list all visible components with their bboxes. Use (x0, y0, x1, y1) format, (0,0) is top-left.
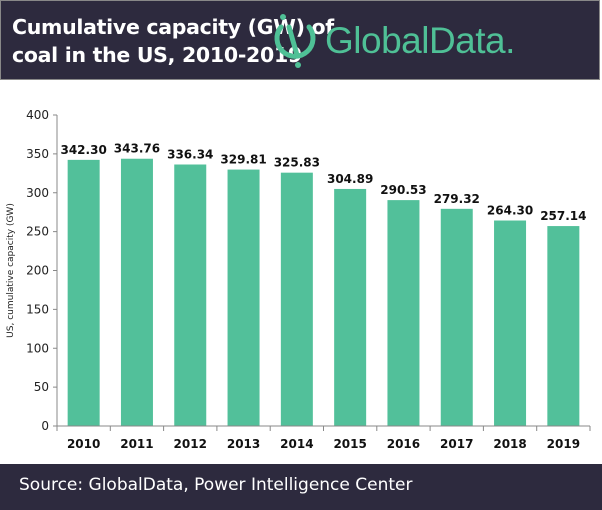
bar-2017 (440, 208, 473, 426)
x-tick-label: 2014 (280, 437, 313, 451)
data-label: 257.14 (540, 209, 586, 223)
y-tick-label: 100 (26, 341, 49, 355)
data-label: 336.34 (167, 147, 213, 161)
x-tick-label: 2015 (333, 437, 366, 451)
bar-2014 (280, 172, 313, 426)
x-tick-label: 2011 (120, 437, 153, 451)
data-label: 343.76 (114, 142, 160, 156)
y-axis-label: US, cumulative capacity (GW) (6, 203, 16, 338)
x-tick-label: 2016 (387, 437, 420, 451)
y-tick-label: 150 (26, 302, 49, 316)
bar-2018 (494, 220, 527, 426)
x-tick-label: 2018 (493, 437, 526, 451)
bar-2013 (227, 169, 260, 426)
data-label: 329.81 (220, 153, 266, 167)
data-label: 279.32 (434, 192, 480, 206)
data-label: 325.83 (274, 156, 320, 170)
data-label: 342.30 (60, 143, 106, 157)
x-tick-label: 2019 (547, 437, 580, 451)
globaldata-logo: GlobalData. (273, 13, 515, 69)
y-tick-label: 350 (26, 147, 49, 161)
y-tick-label: 250 (26, 225, 49, 239)
y-tick-label: 50 (34, 380, 49, 394)
logo-text: GlobalData. (325, 20, 515, 61)
x-tick-label: 2013 (227, 437, 260, 451)
y-tick-label: 300 (26, 186, 49, 200)
x-tick-label: 2012 (174, 437, 207, 451)
y-tick-label: 200 (26, 264, 49, 278)
bar-2010 (67, 159, 100, 426)
x-tick-label: 2010 (67, 437, 100, 451)
source-text: Source: GlobalData, Power Intelligence C… (19, 475, 413, 495)
x-tick-label: 2017 (440, 437, 473, 451)
y-tick-label: 400 (26, 108, 49, 122)
globaldata-logo-icon (274, 14, 316, 68)
bar-2019 (547, 226, 580, 426)
y-tick-label: 0 (41, 419, 49, 433)
header-banner: Cumulative capacity (GW) of coal in the … (0, 0, 600, 80)
bar-chart: 342.30 2010 343.76 2011 336.34 2012 329.81 2013… (6, 108, 591, 451)
bar-2015 (334, 188, 367, 426)
title-line-2: coal in the US, 2010-2019 (12, 43, 302, 67)
bar-2011 (120, 158, 153, 426)
data-label: 304.89 (327, 172, 373, 186)
data-label: 290.53 (380, 183, 426, 197)
data-label: 264.30 (487, 204, 533, 218)
footer-banner: Source: GlobalData, Power Intelligence C… (0, 464, 602, 510)
bar-2016 (387, 200, 420, 426)
bar-2012 (174, 164, 207, 426)
